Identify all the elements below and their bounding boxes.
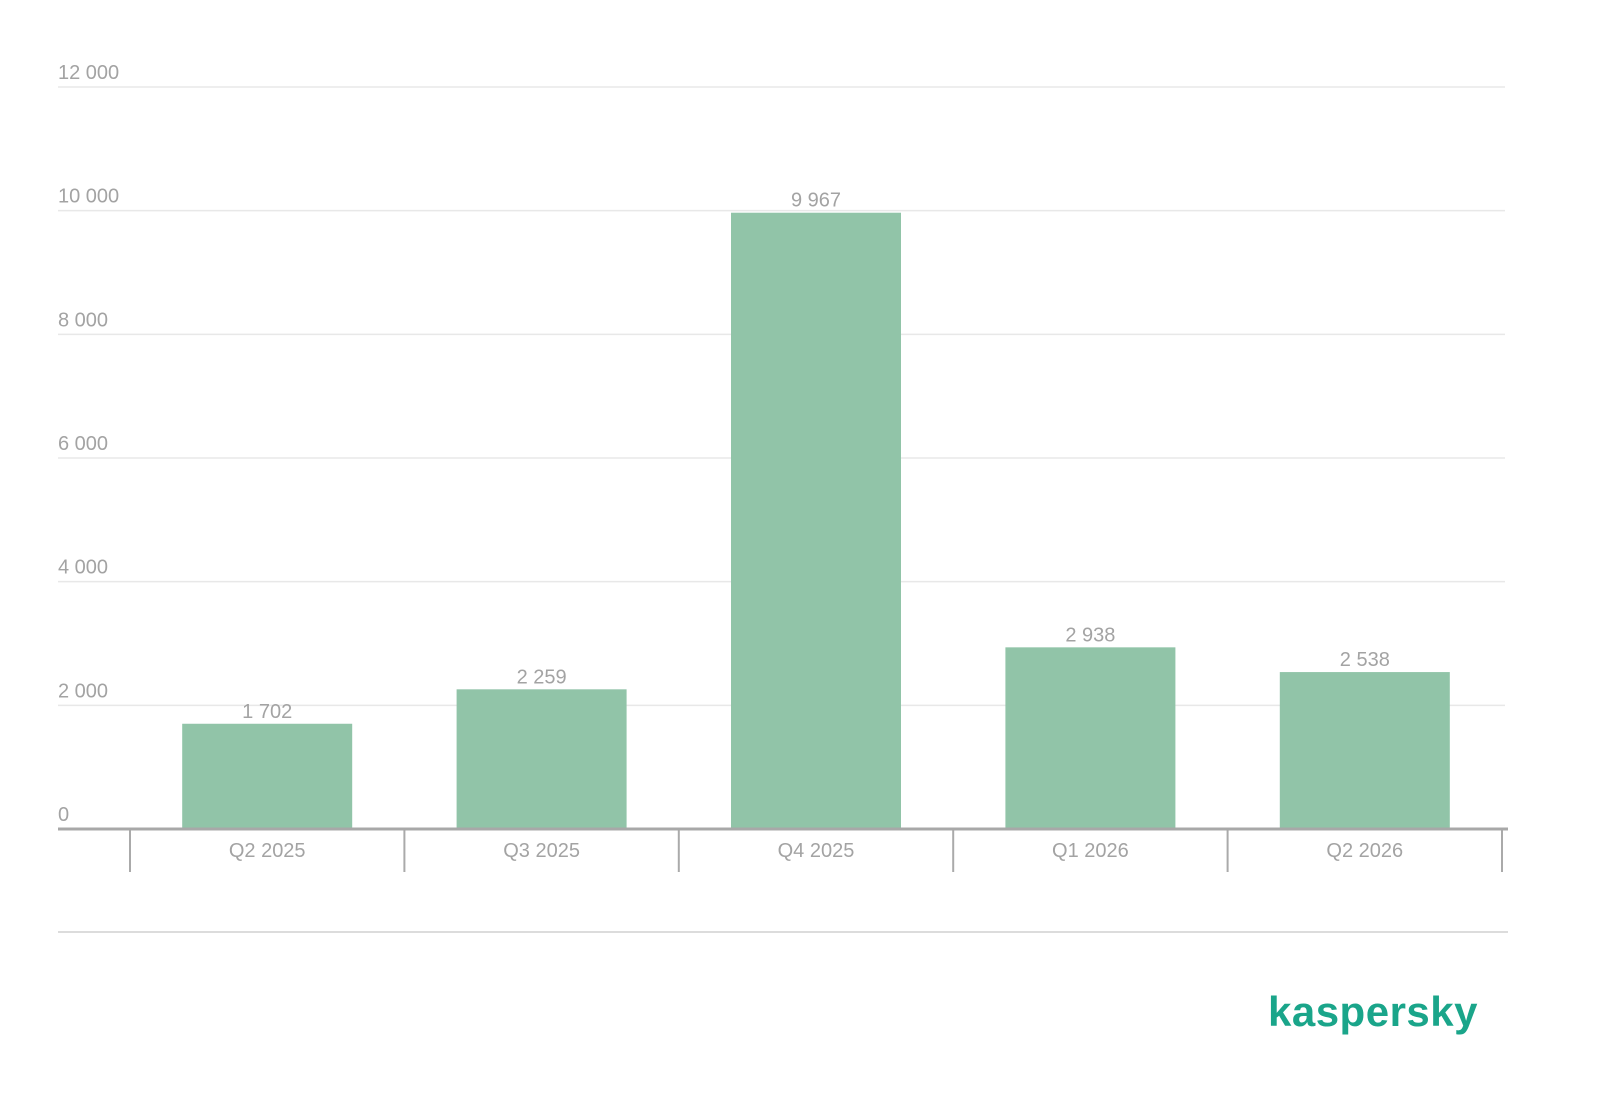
bar [731, 212, 901, 830]
value-label: 2 259 [517, 666, 567, 688]
value-label: 2 938 [1065, 624, 1115, 646]
y-tick-label: 0 [58, 804, 69, 826]
bar [1279, 672, 1450, 829]
y-tick-label: 2 000 [58, 680, 108, 702]
brand-logo: kaspersky [1268, 988, 1478, 1035]
y-tick-label: 8 000 [58, 309, 108, 331]
bar [1005, 647, 1176, 829]
x-tick-label: Q2 2025 [229, 840, 306, 862]
value-label: 2 538 [1340, 649, 1390, 671]
bar [456, 689, 627, 829]
x-tick-label: Q2 2026 [1326, 840, 1403, 862]
y-tick-label: 6 000 [58, 433, 108, 455]
x-tick-label: Q4 2025 [778, 840, 855, 862]
bar [182, 723, 353, 829]
value-label: 1 702 [242, 701, 292, 723]
y-tick-label: 12 000 [58, 62, 119, 84]
y-tick-label: 4 000 [58, 557, 108, 579]
x-tick-label: Q1 2026 [1052, 840, 1129, 862]
x-tick-label: Q3 2025 [503, 840, 580, 862]
value-label: 9 967 [791, 190, 841, 212]
y-tick-label: 10 000 [58, 186, 119, 208]
